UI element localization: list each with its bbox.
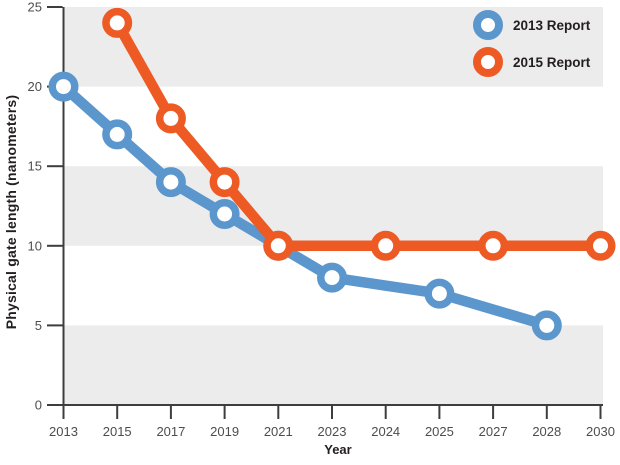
x-axis-title: Year — [324, 442, 352, 457]
x-tick-label: 2030 — [586, 424, 615, 439]
x-tick-label: 2028 — [532, 424, 561, 439]
grid-band — [64, 7, 603, 87]
x-tick-label: 2025 — [425, 424, 454, 439]
data-point-2015-2030 — [585, 230, 616, 261]
x-tick-label: 2023 — [318, 424, 347, 439]
legend-item-2015-report: 2015 Report — [473, 47, 590, 77]
legend-label-2013: 2013 Report — [513, 17, 591, 33]
data-point-2015-2027 — [478, 230, 509, 261]
x-tick-label: 2027 — [479, 424, 508, 439]
x-tick-label: 2024 — [371, 424, 400, 439]
data-point-2015-2019 — [209, 167, 240, 198]
y-tick-label: 10 — [28, 238, 42, 253]
legend-marker-2013-icon — [473, 10, 503, 40]
legend-marker-2015-icon — [473, 47, 503, 77]
data-point-2015-2015 — [102, 7, 133, 38]
data-point-2013-2017 — [155, 167, 186, 198]
data-point-2015-2021 — [263, 230, 294, 261]
data-point-2013-2015 — [102, 119, 133, 150]
legend: 2013 Report 2015 Report — [473, 10, 590, 84]
data-point-2013-2025 — [424, 278, 455, 309]
x-tick-label: 2013 — [49, 424, 78, 439]
data-point-2015-2024 — [370, 230, 401, 261]
grid-band — [64, 166, 603, 246]
y-tick-label: 5 — [35, 318, 42, 333]
data-point-2013-2023 — [317, 262, 347, 293]
y-tick-label: 0 — [35, 398, 42, 413]
y-tick-label: 25 — [28, 0, 42, 15]
x-tick-label: 2015 — [103, 424, 132, 439]
x-tick-label: 2021 — [264, 424, 293, 439]
grid-band — [64, 325, 603, 405]
legend-label-2015: 2015 Report — [513, 54, 591, 70]
data-point-2015-2017 — [155, 103, 186, 134]
y-axis-title: Physical gate length (nanometers) — [3, 94, 19, 330]
y-tick-label: 15 — [28, 159, 42, 174]
x-tick-label: 2019 — [210, 424, 239, 439]
data-point-2013-2028 — [531, 310, 562, 341]
x-tick-label: 2017 — [156, 424, 185, 439]
y-tick-label: 20 — [28, 79, 42, 94]
data-point-2013-2013 — [48, 71, 79, 102]
data-point-2013-2019 — [209, 199, 240, 229]
legend-item-2013-report: 2013 Report — [473, 10, 590, 40]
